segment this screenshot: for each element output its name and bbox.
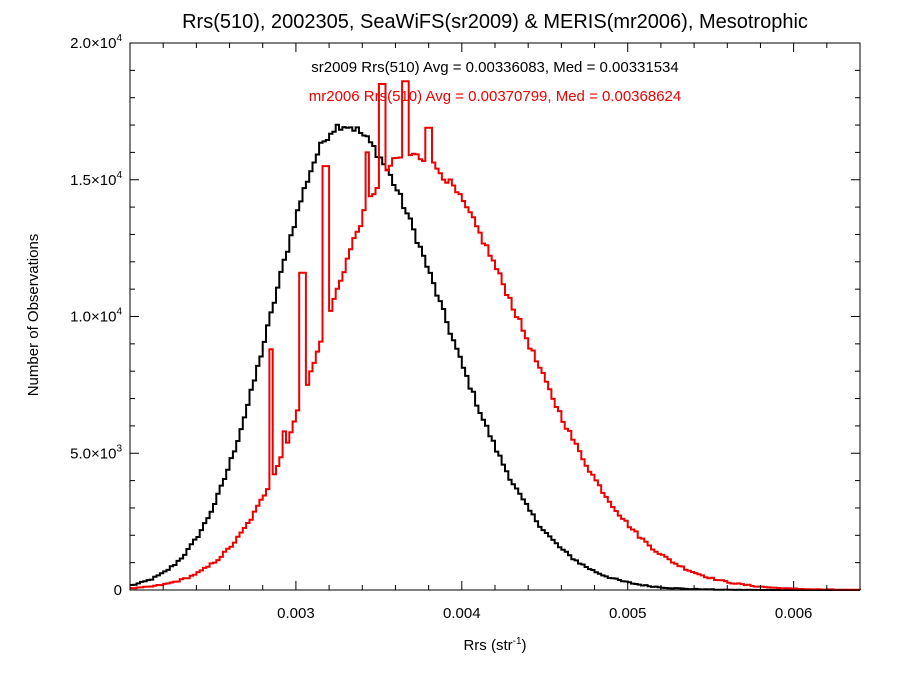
x-tick-label: 0.003: [277, 605, 315, 622]
y-tick-label: 1.5×104: [70, 170, 122, 189]
x-axis-label-end: ): [522, 637, 527, 654]
y-tick-label-exponent: 3: [116, 443, 122, 454]
x-tick-label: 0.005: [609, 605, 647, 622]
x-tick-label: 0.004: [443, 605, 481, 622]
x-axis-label-sup: -1: [513, 636, 522, 647]
plot-area: [130, 80, 861, 591]
y-tick-label-exponent: 4: [116, 33, 122, 44]
series-line-sr2009: [130, 123, 860, 591]
y-axis-label: Number of Observations: [25, 234, 42, 397]
y-tick-label-mantissa: 5.0×10: [70, 445, 116, 462]
y-tick-label: 0: [114, 582, 122, 599]
y-tick-label-mantissa: 1.0×10: [70, 309, 116, 326]
y-tick-label: 2.0×104: [70, 33, 122, 52]
y-tick-label: 5.0×103: [70, 443, 122, 462]
y-tick-label-exponent: 4: [116, 307, 122, 318]
y-tick-label: 1.0×104: [70, 307, 122, 326]
y-tick-label-mantissa: 1.5×10: [70, 172, 116, 189]
x-axis-label: Rrs (str-1): [463, 636, 526, 654]
chart-title: Rrs(510), 2002305, SeaWiFS(sr2009) & MER…: [182, 11, 808, 33]
series-line-mr2006: [130, 80, 861, 591]
plot-frame: [129, 42, 861, 591]
x-axis-label-base: Rrs (str: [463, 637, 512, 654]
axes: 0.003 0.004 0.005 0.00605.0×1031.0×1041.5×1…: [70, 33, 861, 622]
y-tick-label-exponent: 4: [116, 170, 122, 181]
y-tick-label-mantissa: 2.0×10: [70, 35, 116, 52]
y-tick-label-mantissa: 0: [114, 582, 122, 599]
annotation-sr2009: sr2009 Rrs(510) Avg = 0.00336083, Med = …: [311, 59, 679, 76]
annotation-mr2006: mr2006 Rrs(510) Avg = 0.00370799, Med = …: [309, 88, 682, 105]
x-tick-label: 0.006: [775, 605, 813, 622]
